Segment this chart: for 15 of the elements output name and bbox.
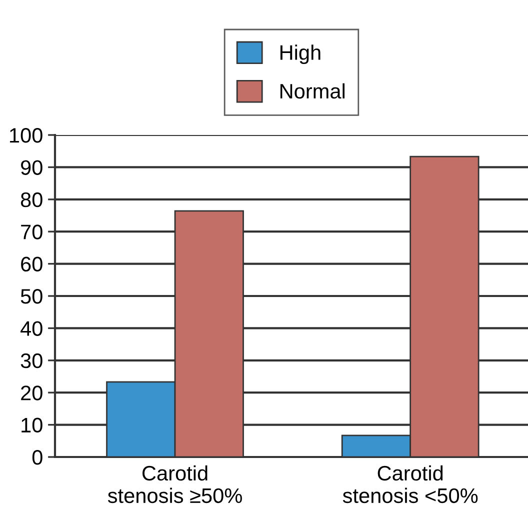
y-tick-label: 0 <box>32 450 42 465</box>
y-tick-label: 100 <box>10 128 42 143</box>
y-tick-label: 90 <box>21 160 42 175</box>
y-tick-label: 20 <box>21 386 42 400</box>
y-tick-label: 60 <box>21 256 42 272</box>
y-tick-label: 30 <box>20 353 42 368</box>
y-tick-label: 70 <box>21 224 42 240</box>
y-tick-label: 40 <box>20 321 42 336</box>
x-tick-label: Carotid stenosis ≥50% <box>108 465 242 504</box>
y-tick-label: 10 <box>22 418 42 433</box>
x-tick-label: Carotid stenosis <50% <box>342 465 478 504</box>
legend-label: Normal <box>280 83 345 99</box>
y-tick-label: 50 <box>20 289 42 304</box>
y-tick-label: 80 <box>20 192 42 208</box>
legend-label: High <box>280 44 320 64</box>
